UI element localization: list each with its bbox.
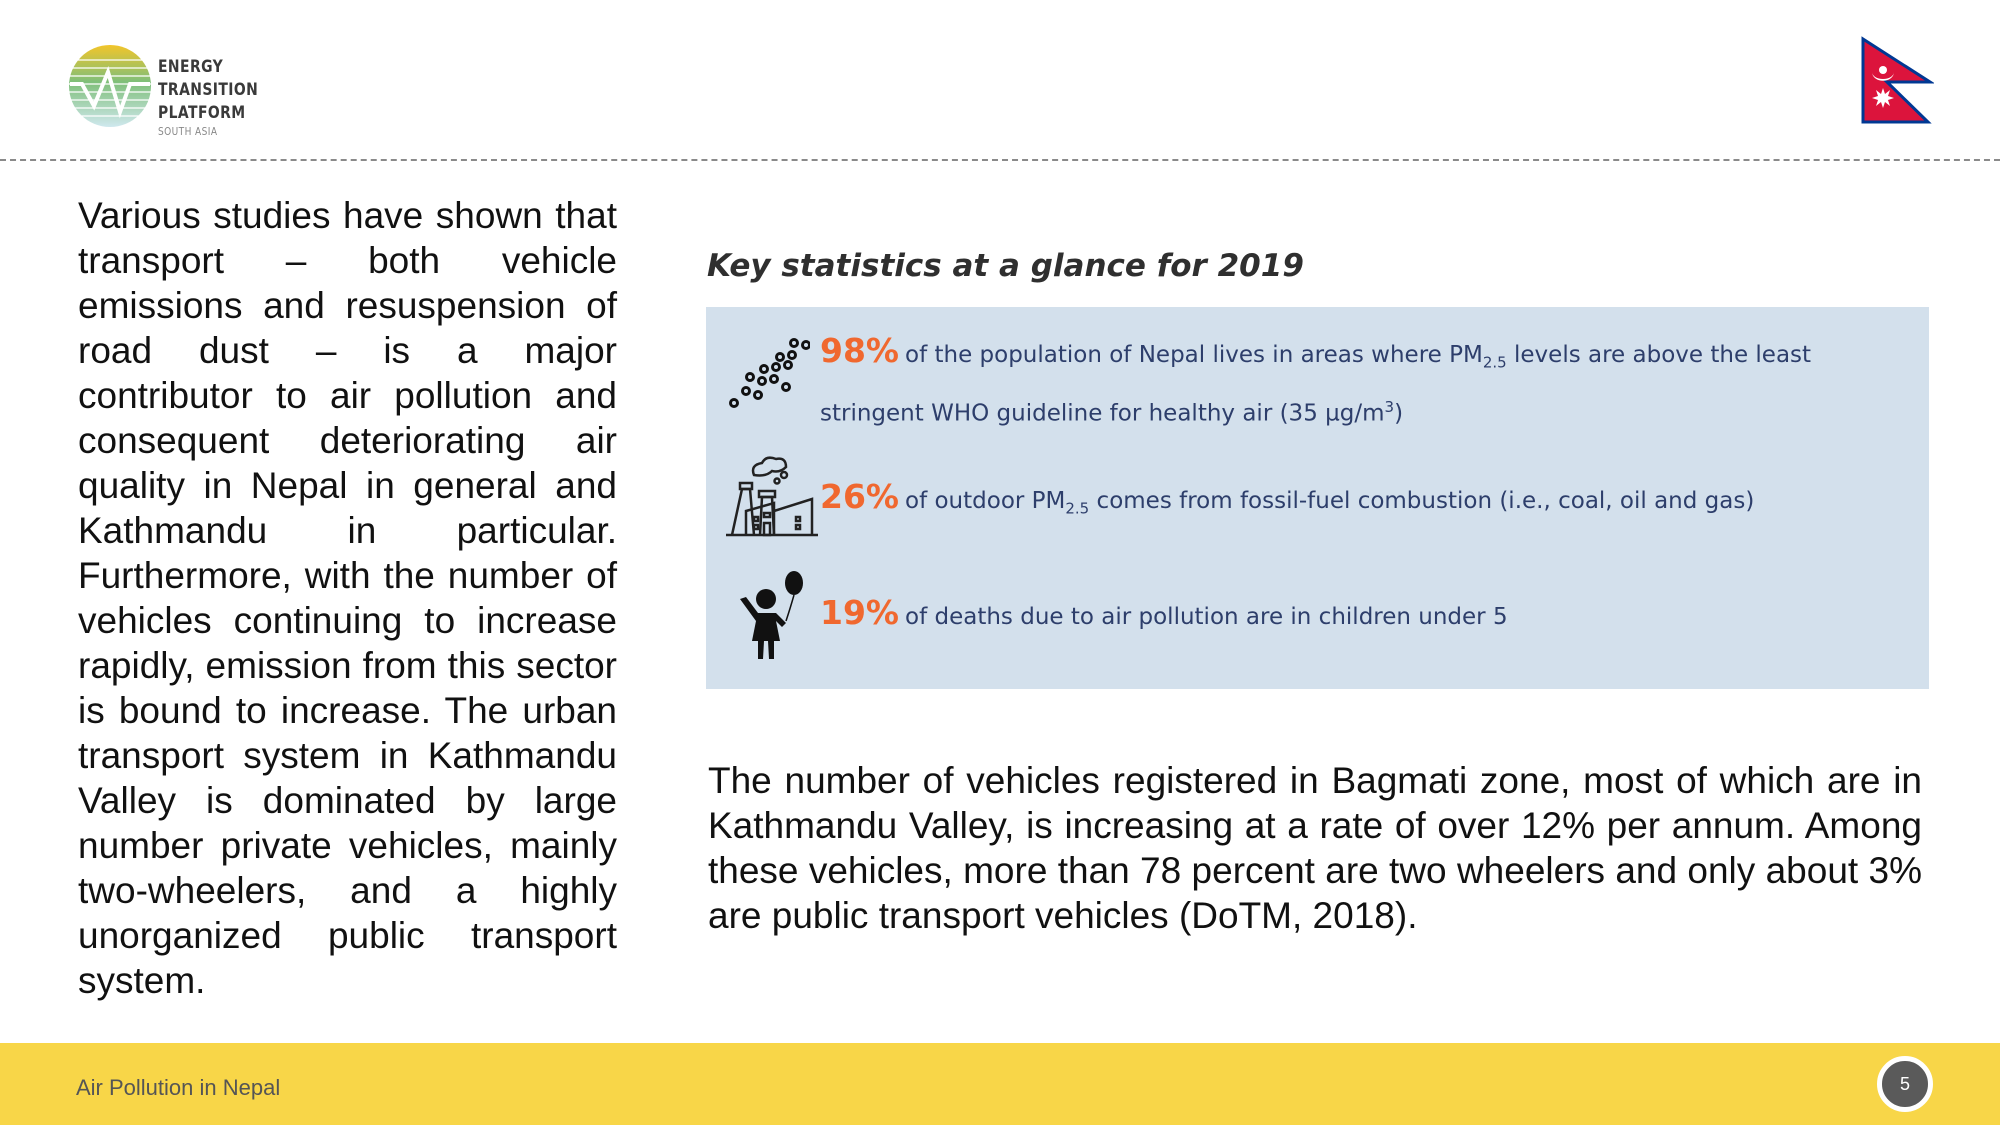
page-number: 5 xyxy=(1877,1056,1933,1112)
nepal-flag-icon xyxy=(1861,36,1934,124)
stat-item-26: 26% of outdoor PM2.5 comes from fossil-fu… xyxy=(820,475,1900,531)
stat-item-98: 98% of the population of Nepal lives in a… xyxy=(820,329,1900,435)
stat-percent: 98% xyxy=(820,331,899,370)
child-balloon-icon xyxy=(740,571,803,659)
logo-circle-icon xyxy=(68,45,152,127)
stat-percent: 19% xyxy=(820,593,899,632)
stat-text: comes from fossil-fuel combustion (i.e.,… xyxy=(1089,488,1755,514)
header-divider xyxy=(0,159,2000,161)
intro-paragraph: Various studies have shown that transpor… xyxy=(78,195,617,1001)
logo-title-line2: PLATFORM xyxy=(158,103,246,123)
stat-text: ) xyxy=(1394,400,1404,427)
stat-percent: 26% xyxy=(820,477,899,516)
footer: Air Pollution in Nepal 5 xyxy=(0,1043,2000,1125)
logo-subtitle: SOUTH ASIA xyxy=(158,125,218,138)
logo-title-line1: ENERGY TRANSITION xyxy=(158,57,259,100)
stat-text: levels are above the least stringent WHO… xyxy=(820,342,1812,427)
stats-heading: Key statistics at a glance for 2019 xyxy=(707,248,1304,284)
key-statistics-box: 98% of the population of Nepal lives in a… xyxy=(706,307,1929,689)
stat-text: of the population of Nepal lives in area… xyxy=(905,342,1483,368)
footer-title: Air Pollution in Nepal xyxy=(76,1075,281,1100)
factory-icon xyxy=(726,456,818,537)
stat-text: of deaths due to air pollution are in ch… xyxy=(905,604,1508,630)
stat-superscript: 3 xyxy=(1384,397,1395,416)
vehicles-paragraph: The number of vehicles registered in Bag… xyxy=(708,760,1922,936)
stat-subscript: 2.5 xyxy=(1482,353,1507,372)
particles-icon xyxy=(729,338,810,408)
stat-text: of outdoor PM xyxy=(905,488,1066,514)
logo: ENERGY TRANSITION PLATFORM SOUTH ASIA xyxy=(68,40,338,138)
stat-subscript: 2.5 xyxy=(1065,499,1090,518)
stat-item-19: 19% of deaths due to air pollution are in… xyxy=(820,591,1900,639)
